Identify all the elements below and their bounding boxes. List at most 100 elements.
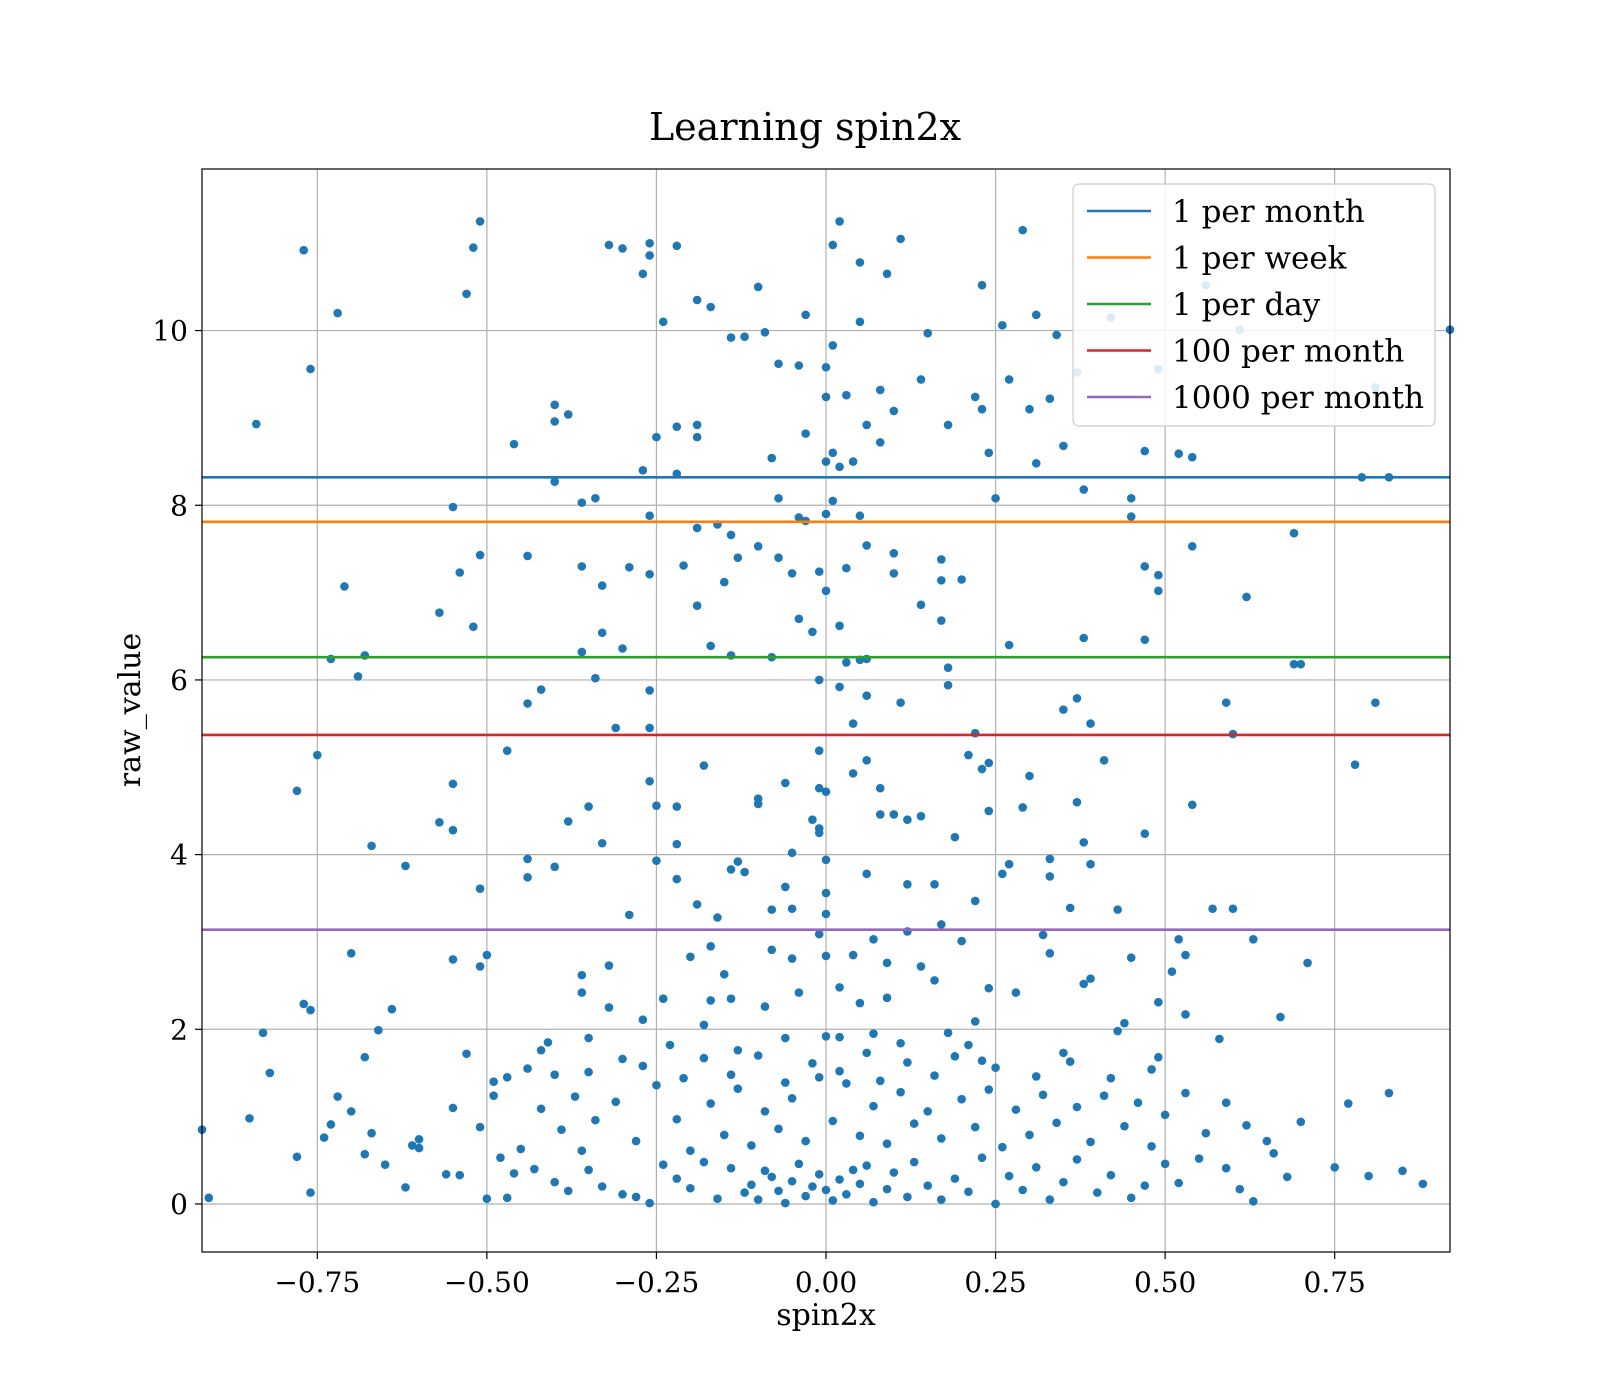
- data-point: [563, 410, 573, 419]
- data-point: [502, 1193, 512, 1203]
- data-point: [611, 723, 621, 733]
- data-point: [550, 417, 559, 426]
- data-point: [577, 647, 587, 657]
- data-point: [1031, 1072, 1041, 1081]
- data-point: [584, 1033, 593, 1043]
- data-point: [543, 1038, 553, 1047]
- data-point: [821, 1185, 831, 1195]
- data-point: [407, 1141, 417, 1150]
- scatter-points: [197, 217, 1455, 1209]
- data-point: [1079, 633, 1089, 643]
- data-point: [550, 862, 559, 872]
- data-point: [726, 1163, 736, 1173]
- data-point: [475, 1122, 485, 1132]
- data-point: [828, 1116, 838, 1126]
- data-point: [801, 1191, 810, 1201]
- data-point: [1140, 446, 1150, 456]
- data-point: [862, 1161, 871, 1170]
- data-point: [1418, 1179, 1428, 1189]
- data-point: [814, 567, 824, 576]
- data-point: [814, 675, 824, 685]
- data-point: [652, 1080, 661, 1090]
- data-point: [584, 1067, 593, 1077]
- data-point: [787, 1093, 797, 1103]
- data-point: [848, 457, 858, 466]
- data-point: [638, 1015, 648, 1024]
- data-point: [306, 1005, 315, 1015]
- data-point: [448, 502, 458, 512]
- data-point: [523, 854, 532, 864]
- data-point: [1181, 950, 1190, 960]
- data-point: [292, 1152, 302, 1162]
- data-point: [821, 392, 831, 402]
- data-point: [1154, 1052, 1163, 1062]
- data-point: [1079, 979, 1089, 989]
- data-point: [787, 569, 797, 578]
- data-point: [597, 838, 607, 848]
- data-point: [319, 1133, 329, 1142]
- data-point: [1289, 659, 1299, 669]
- data-point: [455, 1170, 465, 1180]
- data-point: [998, 1142, 1007, 1152]
- data-point: [814, 929, 824, 939]
- data-point: [346, 949, 356, 958]
- data-point: [1289, 528, 1299, 538]
- data-point: [1174, 1178, 1183, 1188]
- data-point: [645, 776, 654, 786]
- data-point: [1282, 1172, 1292, 1182]
- data-point: [875, 385, 885, 395]
- data-point: [652, 856, 661, 866]
- data-point: [774, 493, 783, 503]
- data-point: [1093, 1188, 1102, 1197]
- data-point: [781, 882, 790, 892]
- data-point: [787, 954, 797, 963]
- data-point: [1018, 803, 1027, 812]
- data-point: [713, 913, 722, 922]
- data-point: [984, 758, 994, 768]
- data-point: [1201, 1128, 1211, 1138]
- data-point: [808, 1059, 817, 1068]
- data-point: [848, 769, 858, 778]
- data-point: [353, 672, 363, 681]
- data-point: [835, 217, 844, 226]
- x-axis-ticks: −0.75 −0.50 −0.25 0.00 0.25 0.50 0.75: [274, 1252, 1366, 1299]
- data-point: [970, 1122, 980, 1132]
- data-point: [1235, 1184, 1245, 1194]
- data-point: [1154, 997, 1163, 1007]
- data-point: [943, 420, 953, 430]
- data-point: [719, 1130, 729, 1140]
- data-point: [930, 1071, 939, 1080]
- data-point: [760, 1002, 770, 1011]
- data-point: [1242, 592, 1251, 602]
- data-point: [251, 419, 261, 429]
- data-point: [719, 969, 729, 979]
- data-point: [1154, 570, 1163, 580]
- data-point: [645, 686, 654, 695]
- data-point: [475, 884, 485, 893]
- data-point: [943, 1028, 953, 1038]
- data-point: [699, 761, 709, 770]
- data-point: [733, 1045, 743, 1055]
- data-point: [1106, 1170, 1116, 1180]
- data-point: [699, 1157, 709, 1167]
- data-point: [909, 1119, 919, 1128]
- data-point: [733, 857, 743, 866]
- data-point: [584, 802, 593, 811]
- data-point: [774, 1124, 783, 1134]
- data-point: [937, 576, 946, 585]
- data-point: [1086, 859, 1095, 869]
- data-point: [265, 1068, 275, 1078]
- data-point: [340, 582, 349, 591]
- data-point: [828, 1196, 838, 1205]
- data-point: [658, 994, 668, 1004]
- data-point: [679, 561, 688, 570]
- data-point: [821, 787, 831, 797]
- x-tick-label: 0.00: [795, 1266, 857, 1299]
- data-point: [1187, 542, 1197, 551]
- data-point: [1249, 1197, 1258, 1206]
- data-point: [1059, 1048, 1068, 1058]
- data-point: [1140, 1181, 1150, 1190]
- x-tick-label: 0.50: [1134, 1266, 1196, 1299]
- data-point: [475, 217, 485, 226]
